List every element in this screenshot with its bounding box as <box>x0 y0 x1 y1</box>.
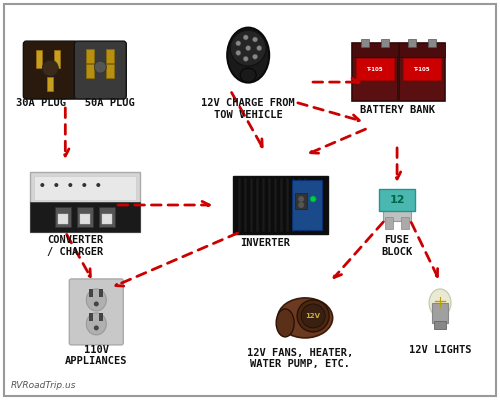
Bar <box>295 193 307 209</box>
Bar <box>58 214 68 224</box>
Bar <box>56 207 72 227</box>
Text: T-105: T-105 <box>414 66 430 72</box>
Bar <box>90 289 94 297</box>
Bar <box>403 58 441 80</box>
Circle shape <box>94 326 99 330</box>
Circle shape <box>301 304 325 328</box>
FancyBboxPatch shape <box>74 41 126 99</box>
Bar <box>34 176 136 200</box>
Bar <box>434 321 446 329</box>
Bar <box>100 207 116 227</box>
Bar <box>106 49 114 63</box>
Circle shape <box>298 202 304 208</box>
Ellipse shape <box>276 309 294 337</box>
Bar <box>232 176 328 234</box>
Text: 110V
APPLIANCES: 110V APPLIANCES <box>65 345 128 366</box>
Bar <box>292 178 294 232</box>
Bar <box>298 178 300 232</box>
Bar <box>244 178 246 232</box>
Bar <box>356 58 394 80</box>
Bar <box>432 303 448 323</box>
Ellipse shape <box>429 289 451 317</box>
Circle shape <box>310 196 316 202</box>
Bar <box>428 39 436 47</box>
Circle shape <box>68 183 72 187</box>
Bar <box>30 172 140 232</box>
Bar <box>408 39 416 47</box>
Bar <box>78 207 94 227</box>
Bar <box>48 77 54 91</box>
Circle shape <box>40 183 44 187</box>
Circle shape <box>243 35 248 40</box>
Bar <box>30 202 140 232</box>
Circle shape <box>42 60 58 76</box>
Ellipse shape <box>278 298 332 338</box>
Bar <box>379 189 415 211</box>
Bar <box>361 39 369 47</box>
Circle shape <box>252 37 258 42</box>
Bar <box>54 50 60 68</box>
Circle shape <box>96 183 100 187</box>
Circle shape <box>82 183 86 187</box>
Bar <box>90 313 94 321</box>
Text: CONVERTER
/ CHARGER: CONVERTER / CHARGER <box>47 235 104 256</box>
Text: 12V CHARGE FROM
TOW VEHICLE: 12V CHARGE FROM TOW VEHICLE <box>202 98 295 120</box>
Bar <box>292 180 322 230</box>
Text: 12V LIGHTS: 12V LIGHTS <box>409 345 472 355</box>
Circle shape <box>94 302 99 306</box>
Text: RVRoadTrip.us: RVRoadTrip.us <box>10 381 76 390</box>
Text: INVERTER: INVERTER <box>240 238 290 248</box>
FancyBboxPatch shape <box>24 41 78 99</box>
Bar <box>262 178 264 232</box>
Circle shape <box>54 183 58 187</box>
Circle shape <box>243 56 248 61</box>
Text: 12V: 12V <box>306 313 320 319</box>
Bar <box>399 43 445 101</box>
Bar <box>100 313 103 321</box>
Ellipse shape <box>227 28 269 82</box>
Circle shape <box>236 41 241 46</box>
Bar <box>80 214 90 224</box>
Bar <box>385 217 393 229</box>
Circle shape <box>236 50 241 55</box>
Bar <box>256 178 258 232</box>
Bar <box>280 178 282 232</box>
Ellipse shape <box>240 68 256 82</box>
Text: 12: 12 <box>390 195 405 205</box>
Text: BATTERY BANK: BATTERY BANK <box>360 105 434 115</box>
Bar <box>352 43 398 57</box>
Bar <box>352 43 398 101</box>
Circle shape <box>246 46 250 51</box>
Ellipse shape <box>86 313 106 335</box>
Bar <box>274 178 276 232</box>
Bar <box>102 214 113 224</box>
Text: FUSE
BLOCK: FUSE BLOCK <box>382 235 412 256</box>
Bar <box>86 49 94 63</box>
Text: 12V FANS, HEATER,
WATER PUMP, ETC.: 12V FANS, HEATER, WATER PUMP, ETC. <box>247 348 354 370</box>
Bar <box>268 178 270 232</box>
Circle shape <box>256 46 262 51</box>
Circle shape <box>94 61 106 73</box>
Circle shape <box>298 196 304 202</box>
Ellipse shape <box>86 289 106 311</box>
FancyBboxPatch shape <box>70 279 124 345</box>
Bar <box>238 178 240 232</box>
Bar <box>399 43 445 57</box>
Circle shape <box>252 54 258 59</box>
Text: 30A PLUG   50A PLUG: 30A PLUG 50A PLUG <box>16 98 134 108</box>
Bar <box>381 39 389 47</box>
Bar <box>86 64 94 78</box>
Bar <box>304 178 306 232</box>
Circle shape <box>230 30 266 66</box>
Text: T-105: T-105 <box>367 66 384 72</box>
Circle shape <box>297 300 329 332</box>
Bar <box>250 178 252 232</box>
Bar <box>383 193 411 221</box>
Bar <box>36 50 43 68</box>
Bar <box>286 178 288 232</box>
Bar <box>401 217 409 229</box>
Bar <box>106 64 114 78</box>
Bar <box>100 289 103 297</box>
